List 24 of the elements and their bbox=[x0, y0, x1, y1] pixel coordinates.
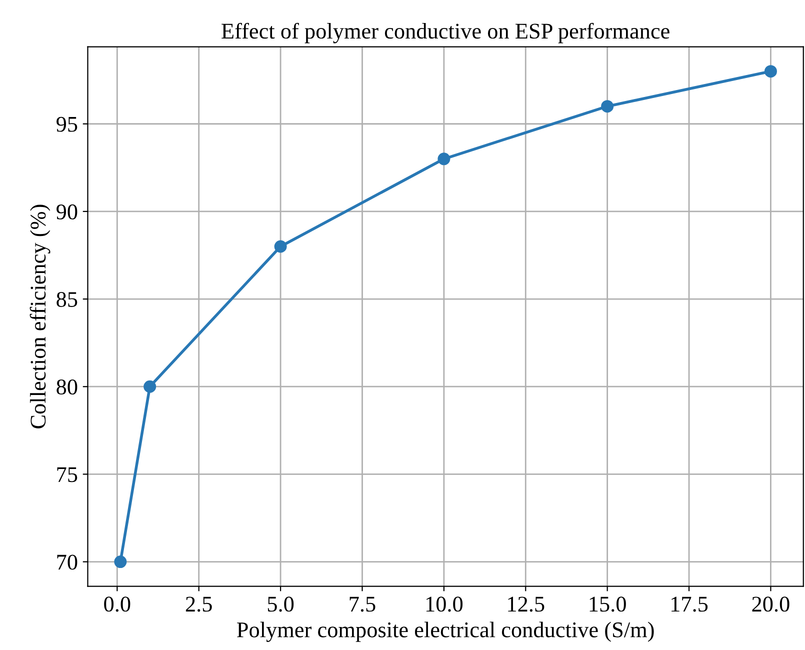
point bbox=[144, 380, 156, 393]
x-tick-label: 7.5 bbox=[350, 596, 376, 612]
y-tick-label: 90 bbox=[56, 204, 78, 220]
point bbox=[114, 556, 127, 568]
x-tick-label: 10.0 bbox=[426, 596, 463, 612]
y-tick-label: 95 bbox=[56, 116, 78, 132]
point bbox=[601, 100, 614, 113]
x-tick-label: 15.0 bbox=[590, 596, 626, 612]
y-axis-title: Collection efficiency (%) bbox=[30, 204, 50, 428]
x-axis-title: Polymer composite electrical conductive (S/m) bbox=[237, 622, 654, 642]
chart-title: Effect of polymer conductive on ESP performance bbox=[222, 22, 670, 44]
y-tick-label: 85 bbox=[56, 292, 78, 307]
x-tick-label: 12.5 bbox=[508, 596, 544, 612]
y-tick-label: 70 bbox=[57, 554, 78, 570]
x-tick-label: 17.5 bbox=[672, 596, 708, 612]
x-tick-label: 2.5 bbox=[186, 596, 212, 612]
x-tick-label: 20.0 bbox=[752, 596, 790, 612]
x-tick-label: 0.0 bbox=[104, 596, 130, 612]
x-tick-label: 5.0 bbox=[268, 596, 294, 612]
point bbox=[274, 240, 287, 253]
point bbox=[764, 65, 777, 78]
y-tick-label: 80 bbox=[56, 380, 78, 395]
point bbox=[438, 152, 450, 166]
y-tick-label: 75 bbox=[57, 467, 78, 482]
